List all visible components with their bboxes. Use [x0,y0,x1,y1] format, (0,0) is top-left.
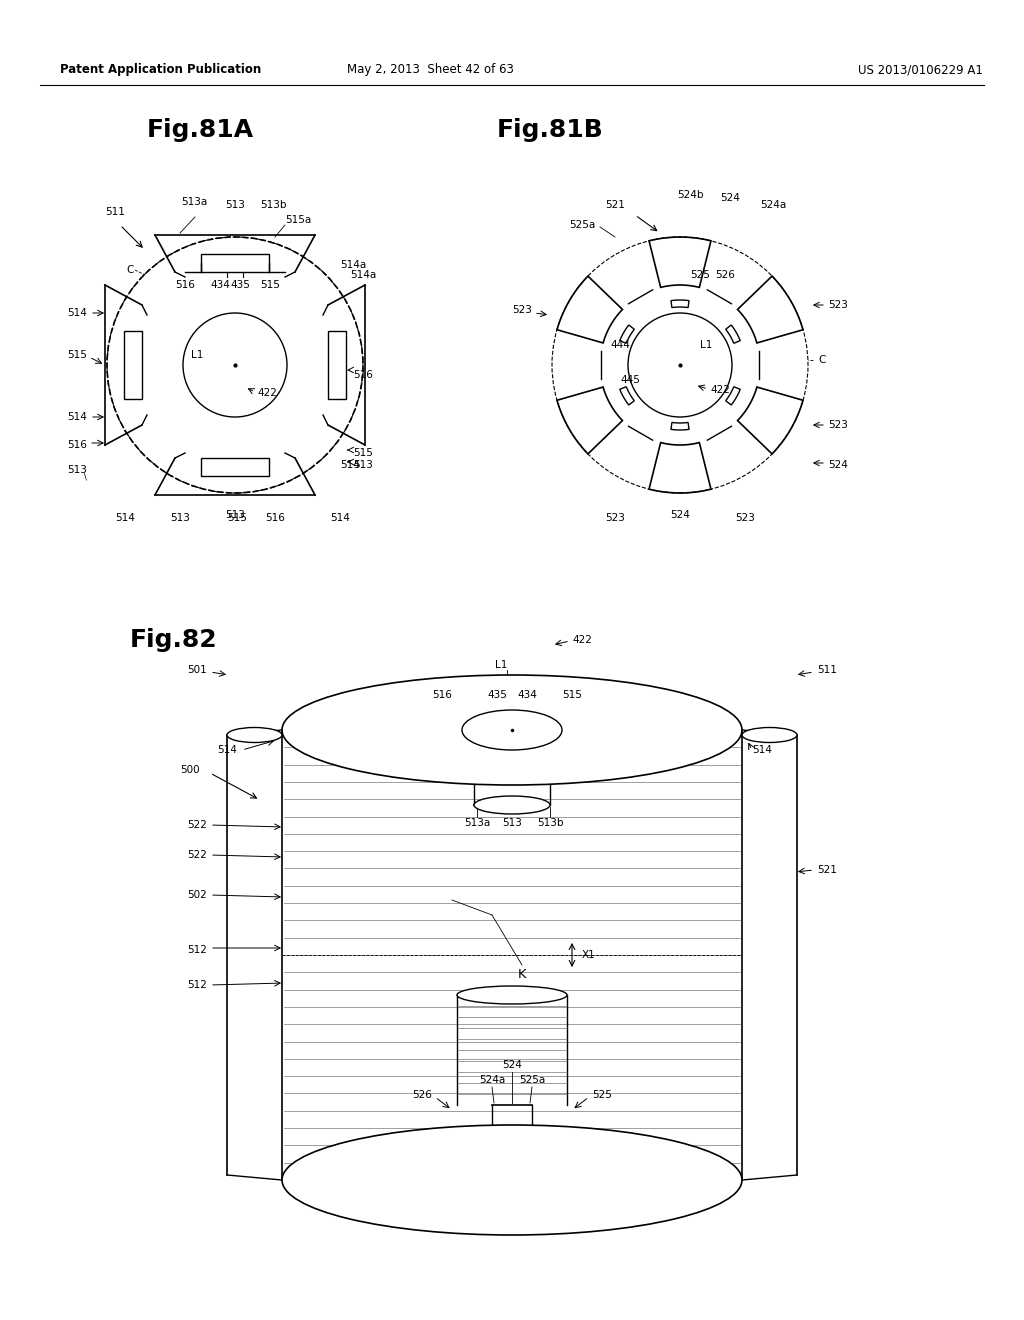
Text: L1: L1 [495,660,507,671]
Text: 511: 511 [105,207,125,216]
Text: 444: 444 [610,341,630,350]
Text: 515: 515 [227,513,247,523]
Text: 525a: 525a [519,1074,545,1085]
Text: 513: 513 [170,513,189,523]
Text: 512: 512 [187,945,207,954]
Text: 434: 434 [210,280,230,290]
Text: L1: L1 [700,341,713,350]
Text: 521: 521 [605,201,625,210]
Ellipse shape [457,986,567,1005]
Text: 515a: 515a [285,215,311,224]
Text: 445: 445 [621,375,640,385]
Text: 514: 514 [752,744,772,755]
Text: 514: 514 [217,744,237,755]
Text: 523: 523 [605,513,625,523]
Text: 515: 515 [68,350,87,360]
Text: 516: 516 [432,690,452,700]
Text: 501: 501 [187,665,207,675]
Text: 513: 513 [225,510,245,520]
Ellipse shape [282,1125,742,1236]
Bar [201,458,269,477]
Text: 523: 523 [512,305,532,315]
Text: 515: 515 [260,280,280,290]
Text: 422: 422 [257,388,276,399]
Text: X1: X1 [582,950,596,960]
Text: 524: 524 [502,1060,522,1071]
Text: 523: 523 [735,513,755,523]
Text: 513a: 513a [181,197,207,207]
Text: 526: 526 [715,271,735,280]
Text: 521: 521 [817,865,837,875]
Text: 514: 514 [115,513,135,523]
Text: 524: 524 [720,193,740,203]
Bar [328,331,346,399]
Text: 524a: 524a [760,201,786,210]
Text: 514a: 514a [350,271,376,280]
Text: 525: 525 [690,271,710,280]
Text: 516: 516 [353,370,373,380]
Text: Fig.82: Fig.82 [130,628,218,652]
Text: 523: 523 [828,300,848,310]
Text: 511: 511 [817,665,837,675]
Text: 422: 422 [710,385,730,395]
Text: 522: 522 [187,850,207,861]
Ellipse shape [227,727,282,742]
Text: 516: 516 [265,513,285,523]
Text: 516: 516 [68,440,87,450]
Text: 514: 514 [330,513,350,523]
Text: 514a: 514a [340,260,367,271]
Text: C: C [818,355,825,366]
Text: 502: 502 [187,890,207,900]
Text: 435: 435 [487,690,507,700]
Text: 524b: 524b [677,190,703,201]
Text: Fig.81B: Fig.81B [497,117,603,143]
Text: 513b: 513b [537,818,563,828]
Text: 435: 435 [230,280,250,290]
Ellipse shape [474,796,550,814]
Text: 514: 514 [340,459,359,470]
Text: US 2013/0106229 A1: US 2013/0106229 A1 [857,63,982,77]
Text: 513b: 513b [260,201,287,210]
Text: Patent Application Publication: Patent Application Publication [60,63,261,77]
Text: 514: 514 [68,412,87,422]
Text: C: C [126,265,134,275]
Text: 500: 500 [180,766,200,775]
Text: 526: 526 [412,1090,432,1100]
Text: 524: 524 [828,459,848,470]
Text: 513a: 513a [464,818,490,828]
Text: L1: L1 [190,350,203,360]
Text: 524a: 524a [479,1074,505,1085]
Text: 422: 422 [572,635,592,645]
Text: K: K [518,969,526,982]
Text: May 2, 2013  Sheet 42 of 63: May 2, 2013 Sheet 42 of 63 [346,63,513,77]
Text: 515: 515 [353,447,373,458]
Text: 516: 516 [175,280,195,290]
Text: 525: 525 [592,1090,612,1100]
Text: 513: 513 [68,465,87,475]
Text: \: \ [84,473,87,482]
Text: 524: 524 [670,510,690,520]
Text: 522: 522 [187,820,207,830]
Text: Fig.81A: Fig.81A [146,117,254,143]
Bar [201,253,269,272]
Ellipse shape [282,675,742,785]
Ellipse shape [462,710,562,750]
Text: 515: 515 [562,690,582,700]
Text: 523: 523 [828,420,848,430]
Text: 513: 513 [353,459,373,470]
Text: 513: 513 [225,201,245,210]
Text: 512: 512 [187,979,207,990]
Ellipse shape [742,727,797,742]
Text: 513: 513 [502,818,522,828]
Text: 525a: 525a [568,220,595,230]
Text: 514: 514 [68,308,87,318]
Bar [124,331,142,399]
Text: 434: 434 [517,690,537,700]
